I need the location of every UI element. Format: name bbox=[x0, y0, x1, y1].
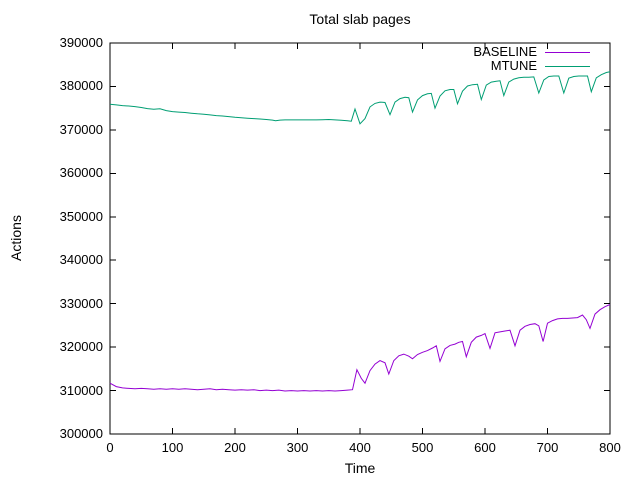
legend-label-mtune: MTUNE bbox=[490, 58, 537, 73]
x-tick-label: 200 bbox=[224, 440, 246, 455]
y-tick-label: 300000 bbox=[59, 426, 103, 441]
legend-item-mtune: MTUNE bbox=[491, 59, 590, 73]
legend: BASELINE MTUNE bbox=[473, 45, 590, 73]
chart-title: Total slab pages bbox=[309, 11, 411, 27]
x-tick-label: 500 bbox=[411, 440, 434, 455]
y-tick-label: 350000 bbox=[59, 208, 103, 224]
x-axis-label: Time bbox=[344, 460, 376, 476]
y-tick-label: 340000 bbox=[59, 252, 103, 268]
series-line-mtune bbox=[109, 71, 611, 125]
x-tick-label: 400 bbox=[349, 440, 371, 455]
y-tick-label: 390000 bbox=[59, 35, 103, 50]
y-tick-label: 330000 bbox=[59, 295, 103, 311]
legend-label-baseline: BASELINE bbox=[473, 44, 537, 59]
legend-item-baseline: BASELINE bbox=[473, 45, 590, 59]
x-tick-label: 700 bbox=[536, 440, 559, 455]
x-tick-label: 600 bbox=[474, 440, 496, 455]
x-tick-label: 0 bbox=[106, 440, 114, 455]
y-tick-label: 360000 bbox=[59, 165, 103, 181]
legend-line-sample-baseline bbox=[545, 51, 590, 53]
x-tick-label: 100 bbox=[161, 440, 184, 455]
x-tick-label: 300 bbox=[286, 440, 309, 455]
y-tick-label: 320000 bbox=[59, 339, 103, 355]
y-tick-label: 370000 bbox=[59, 121, 103, 137]
x-tick-label: 800 bbox=[599, 440, 621, 455]
y-tick-label: 380000 bbox=[59, 78, 103, 94]
legend-line-sample-mtune bbox=[545, 65, 590, 67]
y-tick-label: 310000 bbox=[59, 382, 103, 398]
series-line-baseline bbox=[109, 304, 611, 392]
